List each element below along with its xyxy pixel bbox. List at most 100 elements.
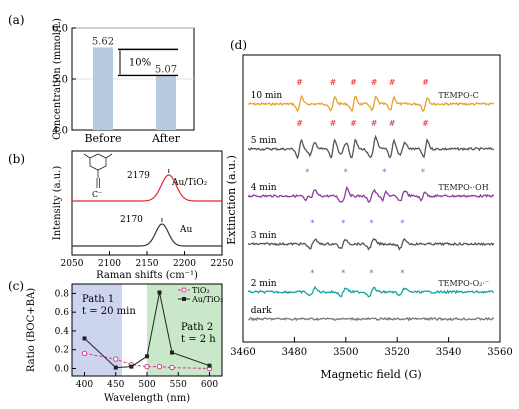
panel-c-path1-label: Path 1: [82, 294, 114, 305]
panel-d-peak-marker: *: [310, 219, 314, 228]
panel-d-peak-marker: *: [341, 219, 345, 228]
panel-d-trace-label-1: 5 min: [251, 136, 277, 146]
panel-d-peak-marker: *: [400, 219, 404, 228]
panel-d: (d) 10 min TEMPO-C # # # # # #5 min # # # # # #4 min T…: [225, 38, 513, 381]
panel-c-point: [156, 363, 163, 370]
panel-d-trace-label-2: 4 min: [251, 183, 277, 193]
panel-d-peak-marker: *: [421, 168, 425, 177]
panel-c-point: [81, 350, 88, 357]
panel-c-point: [82, 336, 87, 341]
panel-d-peak-marker: *: [370, 269, 374, 278]
panel-c-xtick-label: 550: [170, 380, 187, 390]
panel-b-axes: [71, 150, 223, 256]
panel-b-curve-0: [72, 174, 222, 202]
panel-c-legend-label: TiO₂: [192, 286, 210, 295]
panel-a: (a) 4.0 5.0 6.0 Concentration (mmol/L) Bef…: [8, 13, 195, 145]
panel-b-curves: [72, 169, 222, 247]
panel-d-traces: 10 min TEMPO-C # # # # # #5 min # # # # # #4 min TEMPO…: [247, 78, 495, 322]
panel-d-xtick-label: 3560: [487, 347, 512, 358]
panel-d-xlabel: Magnetic field (G): [320, 368, 421, 381]
panel-d-peak-marker: *: [400, 269, 404, 278]
panel-c-point: [113, 365, 118, 370]
panel-c-ytick-label: 0.4: [55, 327, 70, 337]
panel-d-peak-marker: #: [389, 119, 396, 128]
panel-d-peak-marker: *: [341, 269, 345, 278]
panel-d-peak-marker: #: [296, 78, 303, 87]
panel-d-peak-marker: #: [330, 78, 337, 87]
panel-c-series: [81, 290, 213, 372]
panel-c-ytick-label: 0.6: [55, 308, 70, 318]
panel-d-species-label-4: TEMPO-O₂·⁻: [438, 279, 489, 288]
panel-d-trace-label-3: 3 min: [251, 231, 277, 241]
panel-c-point: [144, 363, 150, 370]
panel-c-path2-time: t = 2 h: [181, 334, 216, 345]
panel-c-xtick-label: 600: [201, 380, 218, 390]
panel-a-label: (a): [8, 13, 25, 27]
panel-c-legend-label: Au/TiO₂: [191, 295, 223, 304]
panel-d-peak-marker: #: [350, 119, 357, 128]
panel-b-xtick-label: 2050: [61, 259, 84, 269]
panel-c-point: [113, 356, 119, 362]
panel-c-ylabel: Ratio (BOC+BA): [26, 288, 37, 372]
panel-d-species-label-2: TEMPO-·OH: [438, 183, 488, 192]
panel-a-category-after: After: [151, 132, 181, 145]
panel-a-value-before: 5.62: [92, 36, 114, 47]
panel-d-ylabel: Extinction (a.u.): [225, 155, 238, 245]
panel-b-xticks: 2050 2100 2150 2200 2250: [61, 251, 234, 269]
panel-c-ytick-label: 0.8: [55, 289, 70, 299]
panel-d-trace-4: [247, 285, 495, 298]
panel-d-xtick-label: 3480: [282, 347, 307, 358]
panel-a-bar-1: [156, 75, 176, 130]
panel-b-molecule-label: C⁻: [92, 190, 102, 199]
panel-a-yticks: 4.0 5.0 6.0: [52, 24, 76, 137]
panel-a-ytick-label: 5.0: [52, 75, 68, 86]
panel-d-peak-marker: #: [330, 119, 337, 128]
panel-a-value-after: 5.07: [155, 64, 177, 75]
panel-b-xtick-label: 2150: [136, 259, 159, 269]
panel-c-path2-label: Path 2: [181, 322, 213, 333]
panel-d-peak-marker: #: [371, 78, 378, 87]
panel-b-label: (b): [8, 152, 25, 166]
panel-d-label: (d): [230, 38, 247, 52]
panel-d-peak-marker: *: [305, 168, 309, 177]
panel-c-point: [170, 350, 174, 355]
panel-a-ytick-label: 4.0: [52, 126, 68, 137]
panel-a-ytick-label: 6.0: [52, 24, 68, 35]
panel-d-trace-5: [248, 316, 495, 322]
panel-d-peak-marker: #: [389, 78, 396, 87]
panel-a-bar-0: [93, 47, 113, 130]
panel-d-peak-marker: #: [296, 119, 303, 128]
panel-d-trace-label-0: 10 min: [251, 91, 283, 101]
panel-d-trace-1: [247, 134, 494, 160]
panel-d-peak-marker: #: [422, 119, 429, 128]
panel-c-label: (c): [8, 279, 24, 293]
panel-a-ylabel: Concentration (mmol/L): [52, 18, 63, 140]
panel-d-xtick-label: 3520: [384, 347, 409, 358]
panel-c-xtick-label: 500: [138, 380, 155, 390]
panel-b-ylabel: Intensity (a.u.): [52, 166, 63, 241]
panel-c-xlabel: Wavelength (nm): [104, 393, 190, 404]
panel-d-trace-2: [247, 185, 495, 204]
panel-c-xtick-label: 450: [107, 380, 124, 390]
panel-d-peak-marker: #: [422, 78, 429, 87]
panel-c: (c) 400 450 500 550 600 0.0 0.2 0.4 0.6 0.8 Rati…: [8, 279, 223, 404]
panel-d-trace-0: [248, 94, 495, 113]
panel-c-point: [169, 364, 175, 371]
panel-c-ytick-label: 0.0: [55, 364, 70, 374]
panel-a-difference-bracket: [118, 48, 178, 77]
panel-c-point: [207, 363, 212, 368]
panel-c-xtick-label: 400: [76, 380, 93, 390]
panel-b-curve-1: [72, 223, 222, 247]
panel-b-peak-label-au-tio2: 2179: [127, 171, 150, 181]
panel-c-legend-marker: [181, 287, 187, 293]
panel-c-yticks: 0.0 0.2 0.4 0.6 0.8: [55, 289, 76, 374]
panel-b-xtick-label: 2200: [173, 259, 196, 269]
panel-c-point: [157, 290, 162, 295]
panel-d-peak-marker: #: [350, 78, 357, 87]
panel-d-peak-marker: *: [382, 168, 386, 177]
panel-d-xtick-label: 3460: [230, 347, 255, 358]
panel-c-xticks: 400 450 500 550 600: [76, 372, 218, 390]
panel-d-peak-marker: *: [344, 168, 348, 177]
